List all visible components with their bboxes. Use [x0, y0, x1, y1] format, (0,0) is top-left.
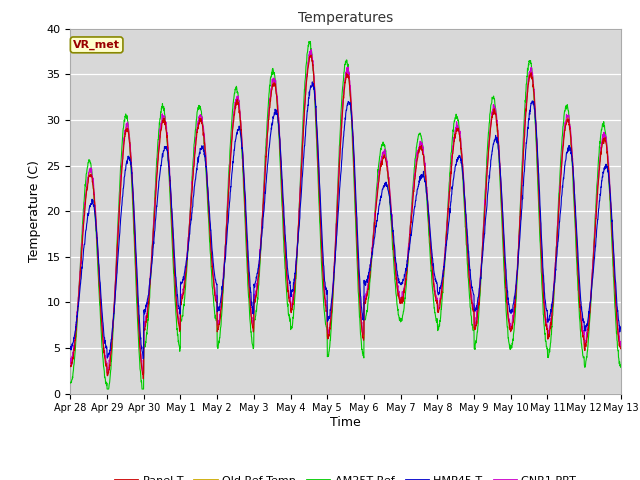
- Legend: Panel T, Old Ref Temp, AM25T Ref, HMP45 T, CNR1 PRT: Panel T, Old Ref Temp, AM25T Ref, HMP45 …: [111, 471, 580, 480]
- Text: VR_met: VR_met: [73, 40, 120, 50]
- Title: Temperatures: Temperatures: [298, 11, 393, 25]
- Y-axis label: Temperature (C): Temperature (C): [28, 160, 41, 262]
- X-axis label: Time: Time: [330, 416, 361, 429]
